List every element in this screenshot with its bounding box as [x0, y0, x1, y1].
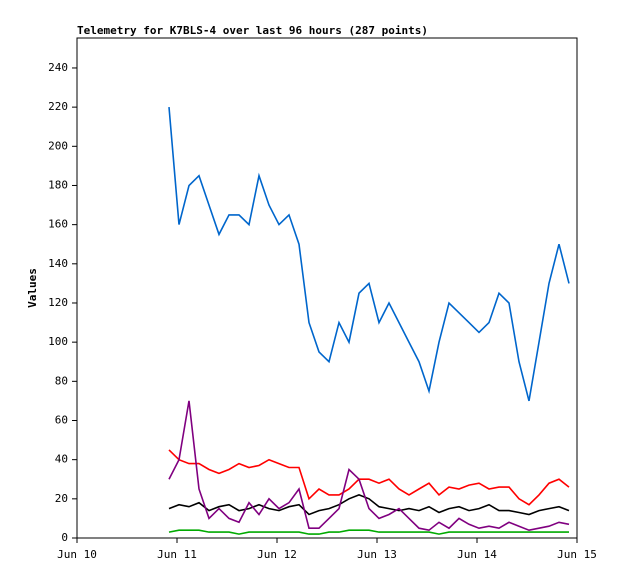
x-tick-label: Jun 13: [357, 548, 397, 561]
y-tick-label: 40: [55, 453, 68, 466]
series-line: [168, 494, 570, 516]
y-axis-label: Values: [26, 268, 39, 308]
series-line: [168, 529, 569, 535]
y-tick-label: 120: [48, 296, 68, 309]
x-tick-label: Jun 15: [557, 548, 597, 561]
x-tick-label: Jun 14: [457, 548, 497, 561]
y-tick-label: 160: [48, 218, 68, 231]
series-line: [168, 449, 570, 506]
y-tick-label: 180: [48, 178, 68, 191]
y-tick-label: 60: [55, 413, 68, 426]
chart-title: Telemetry for K7BLS-4 over last 96 hours…: [77, 24, 428, 37]
x-tick-label: Jun 11: [157, 548, 197, 561]
y-tick-label: 80: [55, 374, 68, 387]
y-tick-label: 220: [48, 100, 68, 113]
y-tick-label: 200: [48, 139, 68, 152]
plot-frame: [76, 37, 578, 539]
series-line: [168, 400, 570, 532]
y-tick-label: 100: [48, 335, 68, 348]
x-tick-label: Jun 12: [257, 548, 297, 561]
y-tick-label: 0: [61, 531, 68, 544]
y-tick-label: 20: [55, 492, 68, 505]
y-tick-label: 140: [48, 257, 68, 270]
series-line: [168, 107, 570, 402]
y-tick-label: 240: [48, 61, 68, 74]
x-tick-label: Jun 10: [57, 548, 97, 561]
